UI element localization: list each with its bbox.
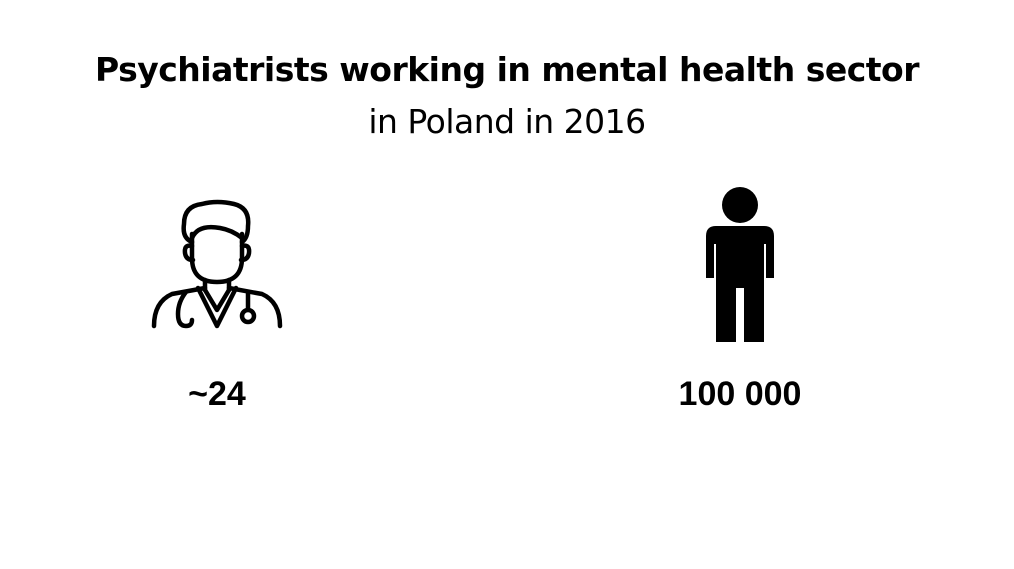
psychiatrists-count: ~24 xyxy=(188,375,246,413)
page-subtitle: in Poland in 2016 xyxy=(368,102,646,141)
page-title: Psychiatrists working in mental health s… xyxy=(94,50,920,89)
doctor-icon xyxy=(151,199,283,329)
person-icon xyxy=(706,187,774,342)
population-count: 100 000 xyxy=(678,375,802,413)
